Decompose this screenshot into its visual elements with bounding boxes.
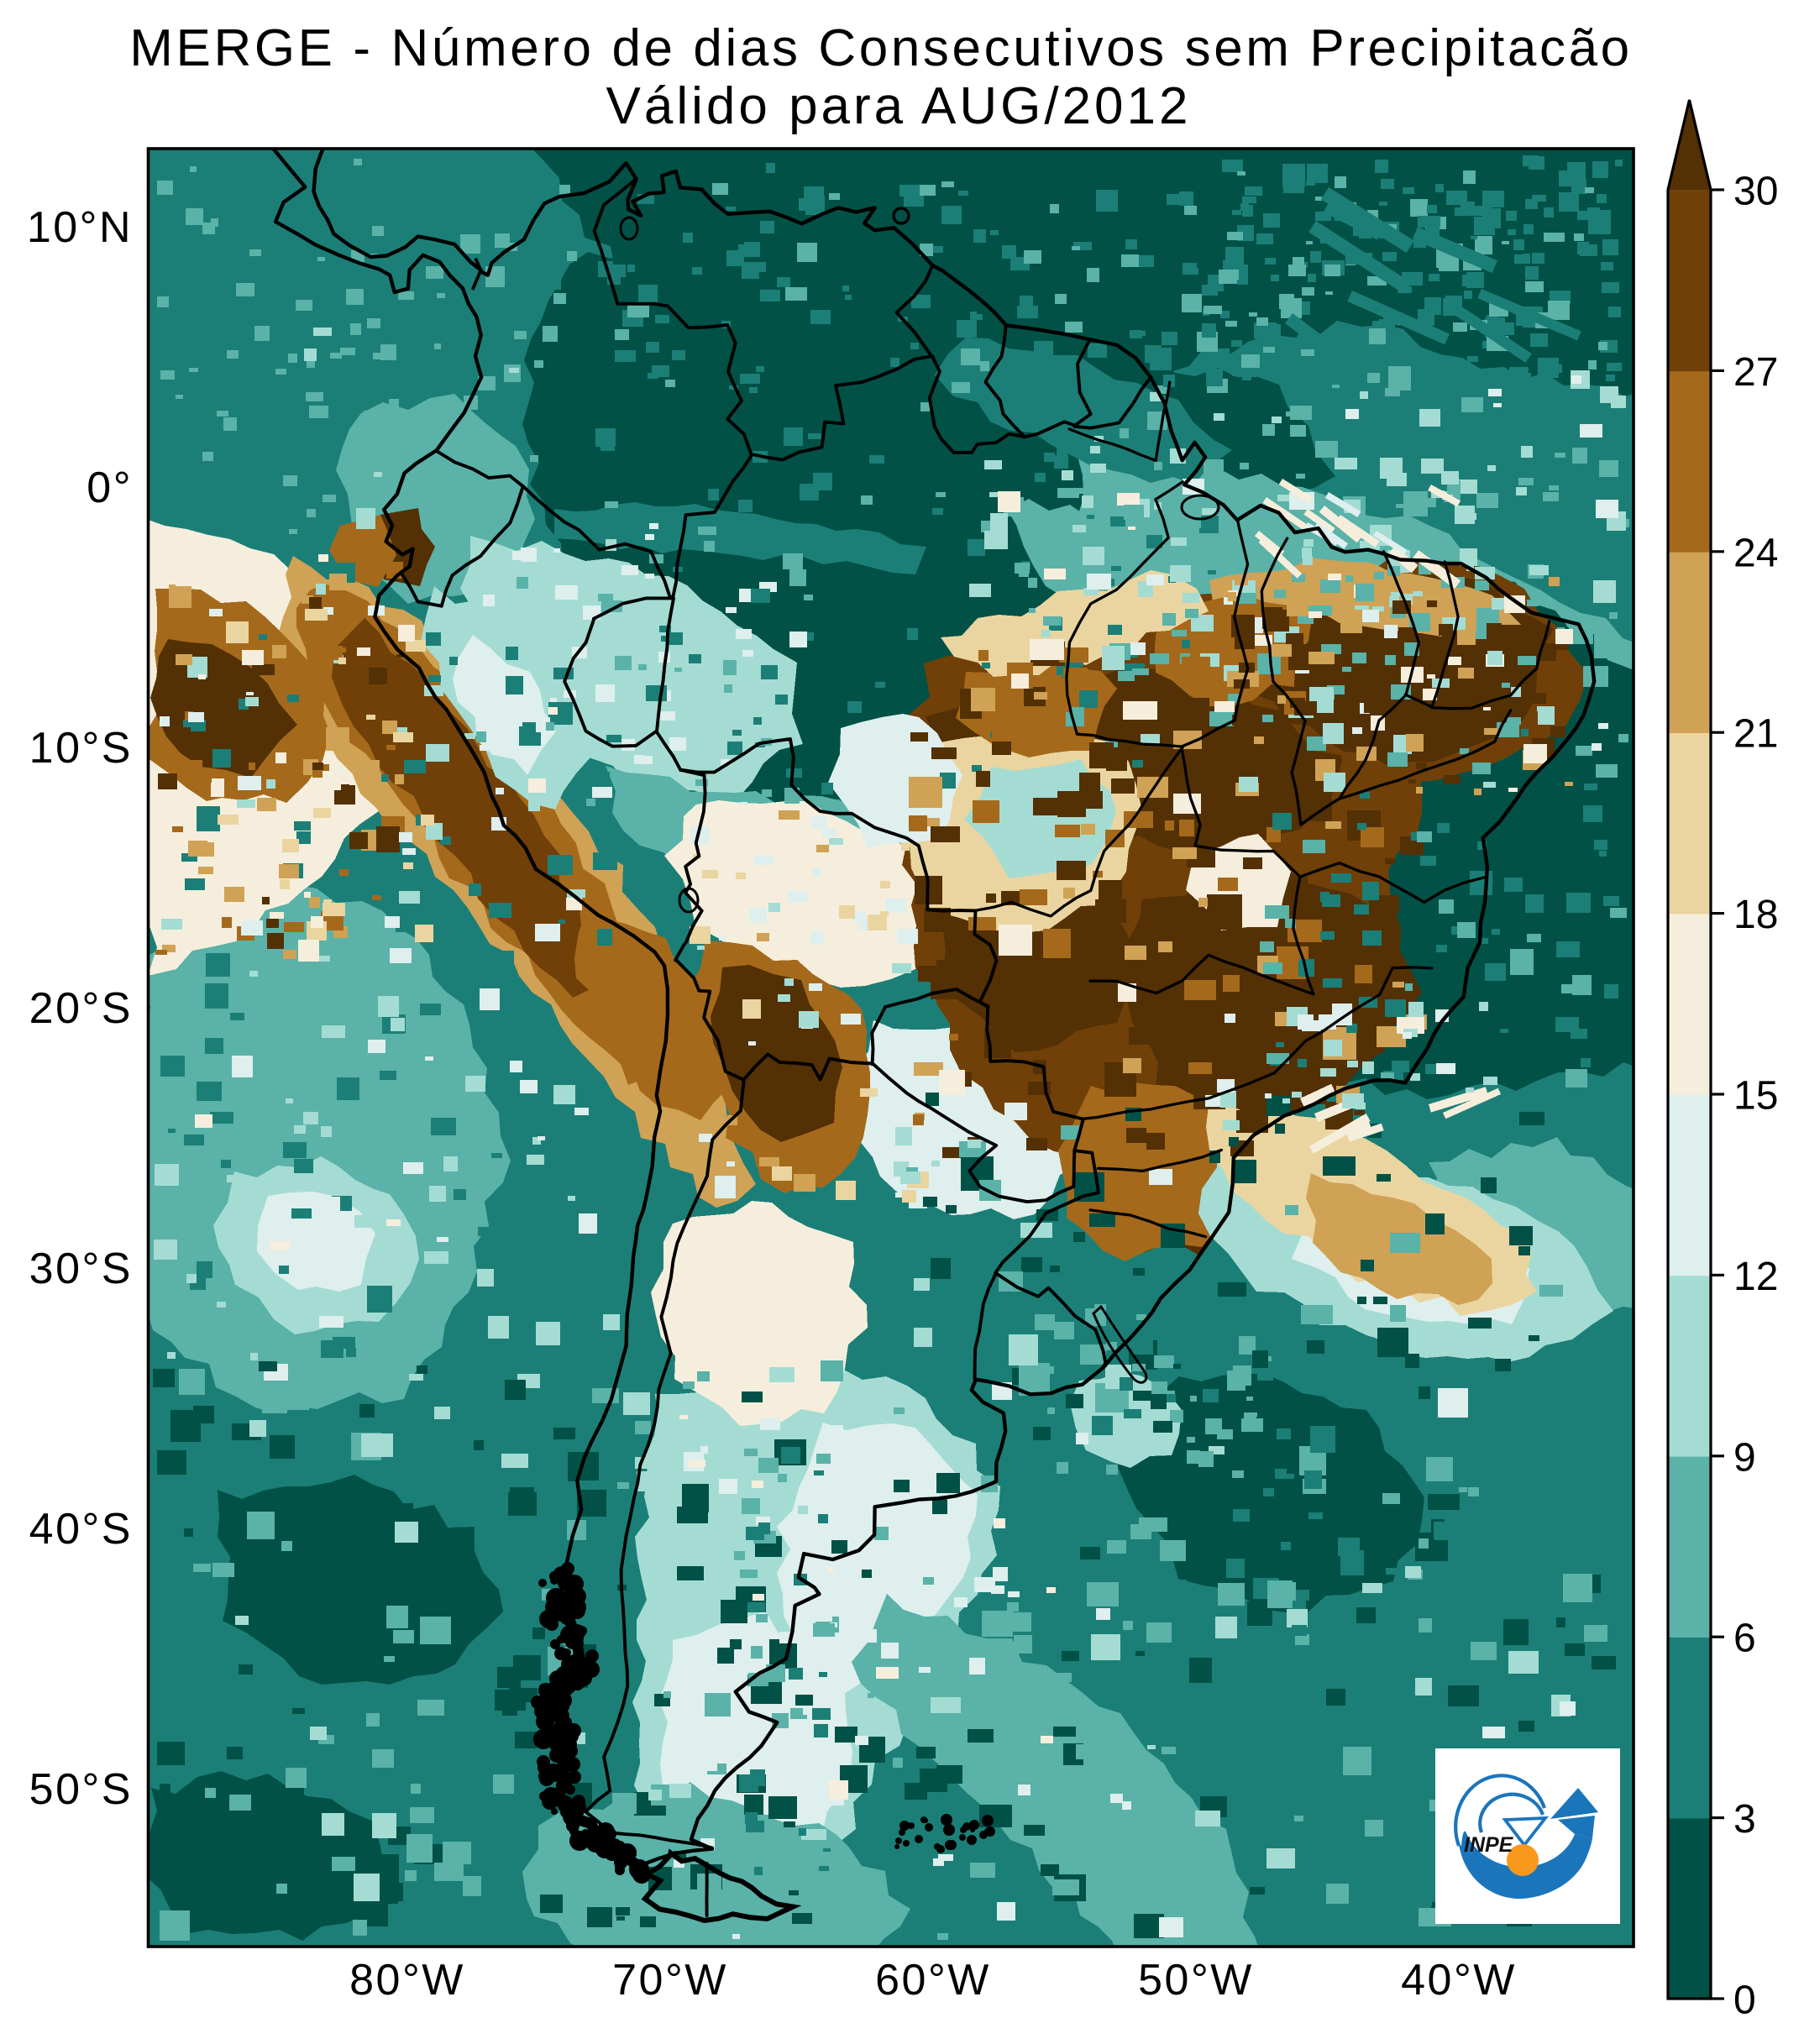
svg-text:50°W: 50°W [1138,1956,1254,2005]
svg-text:10°S: 10°S [29,724,133,773]
svg-text:10°N: 10°N [27,203,133,252]
svg-text:0°: 0° [87,464,133,512]
svg-text:Válido para AUG/2012: Válido para AUG/2012 [606,77,1192,135]
svg-text:60°W: 60°W [875,1956,991,2005]
svg-text:6: 6 [1733,1617,1756,1661]
svg-text:20°S: 20°S [29,984,133,1033]
svg-text:27: 27 [1733,350,1778,395]
svg-text:3: 3 [1733,1797,1756,1842]
svg-text:40°W: 40°W [1401,1956,1517,2005]
svg-text:70°W: 70°W [612,1956,728,2005]
svg-text:15: 15 [1733,1074,1778,1119]
svg-text:12: 12 [1733,1255,1778,1299]
svg-text:80°W: 80°W [349,1956,465,2005]
svg-text:0: 0 [1733,1978,1756,2023]
svg-text:MERGE - Número de dias Consecu: MERGE - Número de dias Consecutivos sem … [129,19,1632,77]
svg-text:40°S: 40°S [29,1505,133,1554]
svg-text:30°S: 30°S [29,1245,133,1293]
svg-text:9: 9 [1733,1435,1756,1480]
svg-text:30: 30 [1733,170,1778,214]
svg-text:50°S: 50°S [29,1765,133,1814]
svg-text:24: 24 [1733,531,1778,575]
svg-text:21: 21 [1733,712,1778,757]
svg-text:INPE: INPE [1464,1833,1514,1857]
svg-text:18: 18 [1733,893,1778,937]
